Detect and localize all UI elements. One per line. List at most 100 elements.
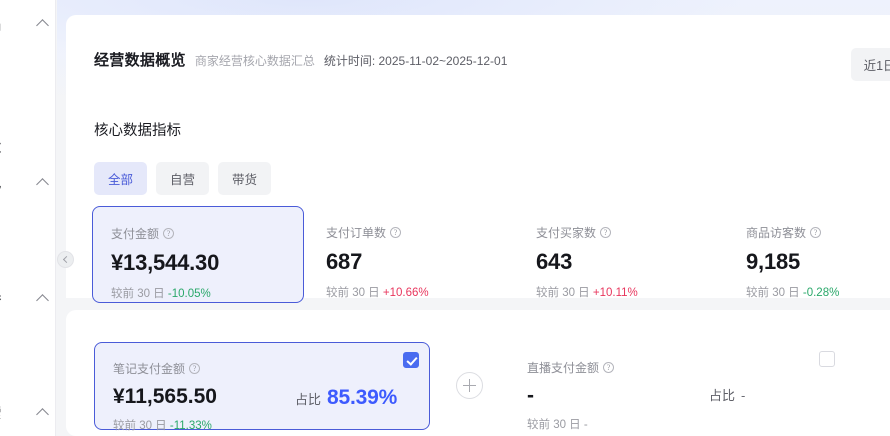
channel-compare-label: 较前 30 日	[527, 419, 581, 431]
kpi-delta: 较前 30 日 +10.66%	[326, 284, 514, 300]
sidebar-item-notes-a[interactable]: 记	[0, 203, 42, 222]
sidebar-group-label: 量	[0, 135, 2, 156]
sidebar-item-notes-b[interactable]: 记	[0, 231, 42, 250]
channel-label: 直播支付金额 ?	[527, 359, 709, 376]
kpi-value: 643	[536, 249, 573, 274]
chevron-up-icon[interactable]	[37, 176, 50, 189]
sidebar-item-live-analysis-1[interactable]: 析	[0, 348, 42, 367]
channel-delta: 较前 30 日 -11.33%	[113, 417, 295, 433]
channel-delta: 较前 30 日 -	[527, 416, 709, 432]
chevron-up-icon[interactable]	[37, 17, 50, 30]
sidebar-group-live[interactable]: 播	[0, 288, 55, 309]
kpi-value: 687	[326, 249, 363, 274]
kpi-label: 支付买家数 ?	[536, 224, 724, 241]
kpi-label-text: 商品访客数	[746, 226, 807, 240]
page-title: 经营数据概览	[94, 52, 186, 69]
channel-ratio: 占比 -	[709, 385, 745, 430]
kpi-delta: 较前 30 日 +10.11%	[536, 284, 724, 300]
add-metric-button[interactable]	[456, 372, 483, 399]
stat-time-range: 统计时间: 2025-11-02~2025-12-01	[323, 54, 508, 68]
channel-delta-value: -11.33%	[169, 420, 212, 432]
tab-agent[interactable]: 带货	[218, 162, 272, 195]
tab-self[interactable]: 自营	[156, 162, 210, 195]
channel-card-live-payment[interactable]: 直播支付金额 ? - 较前 30 日 - 占比 -	[509, 342, 845, 432]
kpi-compare-label: 较前 30 日	[111, 288, 165, 300]
sidebar-group-goods[interactable]: 品	[0, 13, 55, 34]
sidebar-item-live-sessions[interactable]: 次	[0, 320, 42, 339]
kpi-value: 9,185	[746, 249, 801, 274]
kpi-label: 支付金额 ?	[111, 225, 303, 242]
sidebar-item-search-overview[interactable]: 览	[0, 430, 42, 436]
help-icon[interactable]: ?	[603, 362, 615, 373]
channel-label-text: 直播支付金额	[527, 361, 600, 375]
channel-checkbox-live[interactable]	[819, 351, 835, 367]
page-subtitle: 商家经营核心数据汇总	[194, 54, 315, 68]
panel-header: 经营数据概览 商家经营核心数据汇总 统计时间: 2025-11-02~2025-…	[94, 49, 507, 70]
sidebar-group-traffic[interactable]: 量	[0, 135, 55, 156]
channel-compare-label: 较前 30 日	[113, 420, 167, 432]
channel-checkbox-note[interactable]	[403, 352, 419, 368]
channel-card-row: 笔记支付金额 ? ¥11,565.50 较前 30 日 -11.33% 占比 8…	[94, 342, 890, 436]
kpi-label-text: 支付订单数	[326, 226, 387, 240]
kpi-card-paid-orders[interactable]: 支付订单数 ? 687 较前 30 日 +10.66%	[308, 206, 514, 303]
sidebar: 品 览 品 析 量 记 记 记 链 播 次 析 析 索 览	[0, 0, 56, 436]
help-icon[interactable]: ?	[390, 227, 402, 238]
kpi-value: ¥13,544.30	[111, 250, 220, 275]
help-icon[interactable]: ?	[600, 227, 612, 238]
kpi-card-product-visitors[interactable]: 商品访客数 ? 9,185 较前 30 日 -0.28%	[728, 206, 890, 303]
kpi-label-text: 支付金额	[111, 227, 160, 241]
kpi-card-paid-buyers[interactable]: 支付买家数 ? 643 较前 30 日 +10.11%	[518, 206, 724, 303]
channel-card-note-payment[interactable]: 笔记支付金额 ? ¥11,565.50 较前 30 日 -11.33% 占比 8…	[94, 342, 430, 432]
kpi-delta: 较前 30 日 -10.05%	[111, 285, 303, 301]
sidebar-group-label: 播	[0, 288, 2, 309]
kpi-delta: 较前 30 日 -0.28%	[746, 284, 890, 300]
kpi-compare-label: 较前 30 日	[746, 287, 800, 299]
channel-ratio-value: -	[741, 388, 746, 403]
kpi-label-text: 支付买家数	[536, 226, 597, 240]
channel-ratio-label: 占比	[295, 392, 322, 407]
kpi-card-payment-amount[interactable]: 支付金额 ? ¥13,544.30 较前 30 日 -10.05%	[92, 206, 304, 303]
chevron-up-icon[interactable]	[37, 406, 50, 419]
date-range-buttons: 近1日 近7	[850, 48, 890, 81]
sidebar-group-label: 索	[0, 402, 2, 423]
help-icon[interactable]: ?	[189, 363, 201, 374]
kpi-compare-label: 较前 30 日	[326, 287, 380, 299]
kpi-delta-value: -10.05%	[167, 288, 211, 300]
kpi-label: 支付订单数 ?	[326, 224, 514, 241]
chevron-up-icon[interactable]	[37, 292, 50, 305]
sidebar-item-goods-analysis[interactable]: 析	[0, 103, 42, 122]
tab-all[interactable]: 全部	[94, 162, 148, 195]
sidebar-item-notes-chain[interactable]: 链	[0, 259, 42, 278]
channel-value: ¥11,565.50	[113, 385, 217, 408]
channel-ratio-value: 85.39%	[327, 386, 398, 409]
sidebar-collapse-handle[interactable]	[57, 251, 74, 268]
channel-ratio-label: 占比	[709, 388, 736, 403]
channel-delta-value: -	[583, 419, 588, 431]
kpi-card-row: 支付金额 ? ¥13,544.30 较前 30 日 -10.05% 支付订单数 …	[92, 206, 890, 306]
sidebar-item-live-analysis-2[interactable]: 析	[0, 376, 42, 395]
sidebar-group-search[interactable]: 索	[0, 402, 55, 423]
metric-scope-tabs: 全部 自营 带货	[94, 162, 272, 195]
kpi-delta-value: -0.28%	[802, 287, 840, 299]
sidebar-item-goods-overview[interactable]: 览	[0, 47, 42, 66]
channel-value: -	[527, 384, 534, 407]
help-icon[interactable]: ?	[810, 227, 822, 238]
kpi-compare-label: 较前 30 日	[536, 287, 590, 299]
kpi-label: 商品访客数 ?	[746, 224, 890, 241]
kpi-delta-value: +10.11%	[592, 287, 638, 299]
kpi-delta-value: +10.66%	[382, 287, 429, 299]
main-content: 经营数据概览 商家经营核心数据汇总 统计时间: 2025-11-02~2025-…	[57, 0, 890, 436]
channel-card-main: 笔记支付金额 ? ¥11,565.50 较前 30 日 -11.33%	[113, 360, 295, 432]
help-icon[interactable]: ?	[163, 228, 175, 239]
sidebar-group-notes[interactable]: 记	[0, 172, 55, 193]
overview-panel: 经营数据概览 商家经营核心数据汇总 统计时间: 2025-11-02~2025-…	[57, 15, 890, 303]
channel-ratio: 占比 85.39%	[295, 386, 397, 429]
channel-card-main: 直播支付金额 ? - 较前 30 日 -	[527, 359, 709, 432]
channel-label: 笔记支付金额 ?	[113, 360, 295, 377]
sidebar-item-goods-list[interactable]: 品	[0, 75, 42, 94]
chevron-left-icon	[62, 255, 71, 264]
sidebar-group-label: 记	[0, 172, 2, 193]
sidebar-group-label: 品	[0, 13, 2, 34]
range-button-1d[interactable]: 近1日	[850, 48, 890, 81]
